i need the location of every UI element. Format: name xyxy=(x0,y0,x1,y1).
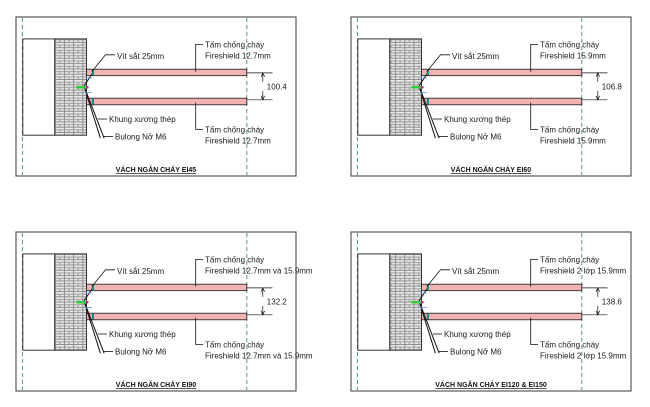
svg-text:Fireshield 2 lớp 15.9mm: Fireshield 2 lớp 15.9mm xyxy=(540,351,627,360)
svg-text:Tấm chống cháy: Tấm chống cháy xyxy=(205,40,264,49)
svg-text:Bulong Nở M6: Bulong Nở M6 xyxy=(115,133,167,142)
svg-text:Tấm chống cháy: Tấm chống cháy xyxy=(205,255,264,264)
svg-text:Tấm chống cháy: Tấm chống cháy xyxy=(540,125,599,134)
svg-text:Tấm chống cháy: Tấm chống cháy xyxy=(540,340,599,349)
svg-text:Bulong Nở M6: Bulong Nở M6 xyxy=(450,348,502,357)
svg-text:Fireshield 15.9mm: Fireshield 15.9mm xyxy=(540,136,606,145)
svg-text:Tấm chống cháy: Tấm chống cháy xyxy=(540,40,599,49)
svg-text:Khung xương thép: Khung xương thép xyxy=(444,115,511,124)
svg-text:VÁCH NGĂN CHÁY EI45: VÁCH NGĂN CHÁY EI45 xyxy=(116,165,196,174)
svg-text:Khung xương thép: Khung xương thép xyxy=(444,330,511,339)
svg-text:100.4: 100.4 xyxy=(267,83,288,92)
svg-text:Fireshield 12.7mm: Fireshield 12.7mm xyxy=(205,51,271,60)
svg-text:Fireshield 12.7mm và 15.9mm: Fireshield 12.7mm và 15.9mm xyxy=(205,351,313,360)
svg-text:VÁCH NGĂN CHÁY EI60: VÁCH NGĂN CHÁY EI60 xyxy=(451,165,531,174)
svg-text:Fireshield 12.7mm: Fireshield 12.7mm xyxy=(205,136,271,145)
svg-text:Tấm chống cháy: Tấm chống cháy xyxy=(540,255,599,264)
svg-text:138.6: 138.6 xyxy=(602,298,623,307)
svg-text:VÁCH NGĂN CHÁY EI120 & EI150: VÁCH NGĂN CHÁY EI120 & EI150 xyxy=(435,380,547,389)
svg-text:Vít sắt 25mm: Vít sắt 25mm xyxy=(452,267,499,276)
svg-text:Bulong Nở M6: Bulong Nở M6 xyxy=(115,348,167,357)
svg-text:Khung xương thép: Khung xương thép xyxy=(109,330,176,339)
svg-text:Vít sắt 25mm: Vít sắt 25mm xyxy=(452,52,499,61)
svg-text:Khung xương thép: Khung xương thép xyxy=(109,115,176,124)
svg-text:Tấm chống cháy: Tấm chống cháy xyxy=(205,125,264,134)
svg-text:Vít sắt 25mm: Vít sắt 25mm xyxy=(117,52,164,61)
svg-text:Fireshield 2 lớp 15.9mm: Fireshield 2 lớp 15.9mm xyxy=(540,266,627,275)
svg-text:Tấm chống cháy: Tấm chống cháy xyxy=(205,340,264,349)
svg-text:Fireshield 12.7mm và 15.9mm: Fireshield 12.7mm và 15.9mm xyxy=(205,266,313,275)
svg-text:106.8: 106.8 xyxy=(602,83,623,92)
svg-text:VÁCH NGĂN CHÁY EI90: VÁCH NGĂN CHÁY EI90 xyxy=(116,380,196,389)
svg-text:Fireshield 15.9mm: Fireshield 15.9mm xyxy=(540,51,606,60)
svg-text:Vít sắt 25mm: Vít sắt 25mm xyxy=(117,267,164,276)
svg-text:Bulong Nở M6: Bulong Nở M6 xyxy=(450,133,502,142)
svg-text:132.2: 132.2 xyxy=(267,298,288,307)
